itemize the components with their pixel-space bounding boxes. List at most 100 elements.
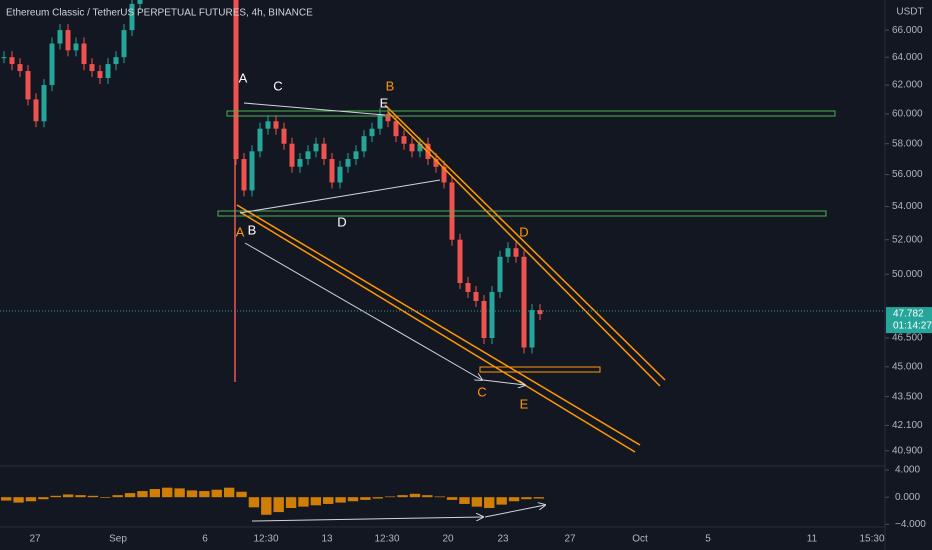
y-tick-label: 58.000	[892, 138, 923, 149]
candle	[241, 159, 247, 191]
candle	[473, 291, 479, 301]
candle	[249, 151, 255, 191]
osc-bar	[261, 497, 272, 515]
label: E	[520, 396, 529, 411]
osc-bar	[50, 495, 61, 498]
candle	[369, 128, 375, 137]
zone	[479, 366, 601, 373]
x-tick-label: 11	[807, 534, 818, 545]
candle	[505, 248, 511, 257]
osc-bar	[484, 497, 495, 509]
candle	[129, 3, 135, 31]
last-price: 47.782	[893, 309, 924, 320]
countdown: 01:14:27	[893, 321, 932, 332]
candle	[513, 248, 519, 257]
candle	[465, 283, 471, 292]
candle	[441, 166, 447, 183]
y-tick-label: 42.100	[892, 420, 923, 431]
candle	[521, 256, 527, 348]
osc-bar	[273, 497, 284, 513]
osc-bar	[13, 497, 24, 503]
candle	[233, 0, 239, 160]
label: B	[248, 222, 257, 237]
osc-bar	[409, 493, 421, 498]
chart-title: Ethereum Classic / TetherUS PERPETUAL FU…	[6, 8, 313, 19]
channel	[236, 104, 666, 453]
candles	[1, 0, 543, 354]
y-tick-label: 64.000	[892, 52, 923, 63]
label: D	[337, 214, 346, 229]
osc-bar	[186, 490, 198, 498]
label: C	[477, 384, 486, 399]
y-tick-label: 50.000	[892, 269, 923, 280]
label: A	[239, 70, 248, 85]
annotations: A C E D B B A D C E	[236, 70, 529, 411]
candle	[537, 310, 543, 315]
candle	[97, 71, 103, 79]
osc-bar	[1, 497, 12, 501]
osc-bar	[25, 497, 37, 502]
osc-bar	[372, 497, 383, 499]
osc-bar	[162, 487, 173, 498]
candle	[345, 159, 351, 167]
currency-label: USDT	[896, 7, 923, 18]
y-tick-label: 43.500	[892, 391, 923, 402]
osc-bar	[199, 491, 210, 498]
x-tick-label: 15:30	[859, 534, 884, 545]
x-tick-label: Oct	[632, 534, 648, 545]
candle	[489, 291, 495, 339]
candle	[529, 310, 535, 348]
osc-bar	[459, 497, 470, 504]
label: C	[273, 78, 282, 93]
osc-bar	[397, 495, 408, 498]
osc-bar	[248, 497, 260, 508]
osc-bar	[496, 497, 507, 505]
candle	[49, 43, 55, 86]
osc-bar	[112, 495, 123, 498]
osc-tick-label: −4.000	[895, 519, 926, 530]
candle	[25, 71, 31, 100]
candle	[409, 143, 415, 152]
x-tick-label: 23	[497, 534, 509, 545]
osc-bar	[434, 496, 445, 498]
osc-bar	[211, 489, 222, 498]
candle	[337, 166, 343, 183]
osc-bar	[75, 495, 86, 498]
candle	[481, 300, 487, 339]
x-tick-label: 27	[29, 534, 41, 545]
candle	[265, 121, 271, 129]
osc-bar	[446, 497, 458, 500]
osc-bar	[347, 497, 359, 502]
candle	[385, 113, 391, 122]
osc-bar	[149, 489, 161, 498]
osc-bar	[174, 488, 185, 498]
osc-bar	[310, 497, 322, 506]
x-tick-label: 12:30	[253, 534, 278, 545]
candle	[33, 99, 39, 122]
osc-bar	[521, 497, 532, 500]
y-tick-label: 60.000	[892, 109, 923, 120]
candle	[401, 136, 407, 144]
osc-bar	[533, 497, 544, 499]
osc-bar	[298, 497, 309, 507]
candle	[377, 113, 383, 129]
zone	[217, 210, 827, 217]
candle	[433, 159, 439, 167]
osc-bar	[87, 495, 99, 498]
candle	[41, 85, 47, 122]
candle	[313, 143, 319, 152]
osc-bar	[422, 495, 433, 498]
candle	[273, 121, 279, 129]
candle	[281, 128, 287, 144]
osc-tick-label: 0.000	[895, 492, 920, 503]
osc-bar	[38, 497, 49, 500]
candle	[1, 57, 7, 59]
candle	[329, 159, 335, 183]
y-tick-label: 56.000	[892, 169, 923, 180]
y-tick-label: 62.000	[892, 80, 923, 91]
osc-tick-label: 4.000	[895, 465, 920, 476]
label: B	[386, 78, 395, 93]
osc-bar	[384, 496, 396, 498]
osc-bar	[335, 497, 346, 503]
candle	[9, 57, 15, 65]
